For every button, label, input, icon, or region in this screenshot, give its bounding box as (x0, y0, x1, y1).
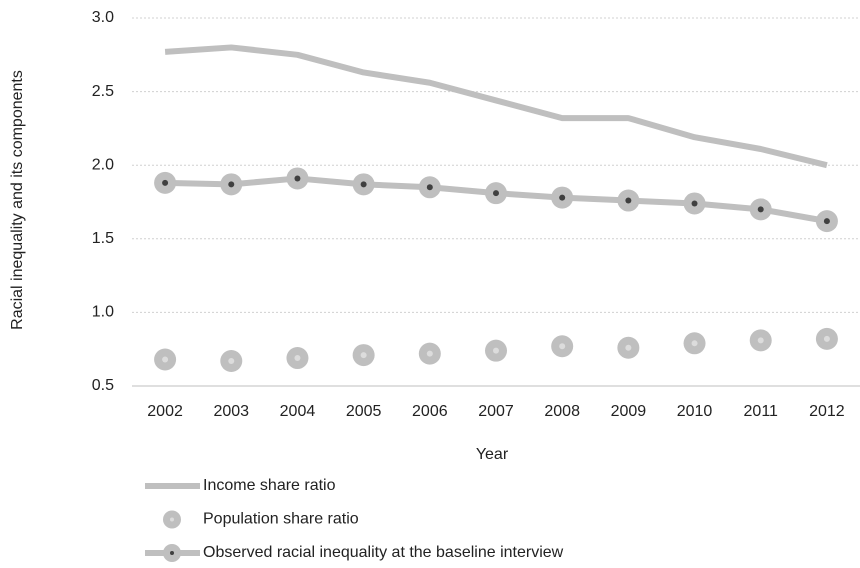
marker-center (294, 355, 301, 362)
marker-center (162, 179, 169, 186)
marker-center (625, 344, 632, 351)
legend-label: Population share ratio (203, 511, 359, 528)
x-tick-label: 2003 (213, 403, 249, 420)
marker-center (823, 218, 830, 225)
x-tick-label: 2005 (346, 403, 382, 420)
y-tick-label: 3.0 (92, 9, 114, 26)
legend-marker-center (170, 551, 174, 555)
y-tick-label: 1.5 (92, 230, 114, 247)
marker-center (691, 340, 698, 347)
series-line (164, 44, 828, 169)
y-tick-label: 2.5 (92, 83, 114, 100)
x-tick-label: 2008 (544, 403, 580, 420)
x-tick-label: 2009 (611, 403, 647, 420)
x-tick-label: 2007 (478, 403, 514, 420)
marker-center (162, 356, 169, 363)
x-tick-label: 2012 (809, 403, 845, 420)
marker-center (426, 184, 433, 191)
marker-center (228, 181, 235, 188)
marker-center (493, 190, 499, 197)
y-tick-label: 2.0 (92, 156, 114, 173)
marker-center (757, 337, 764, 344)
marker-center (360, 352, 367, 359)
marker-center (426, 350, 433, 357)
legend-label: Observed racial inequality at the baseli… (203, 544, 564, 561)
legend-label: Income share ratio (203, 477, 336, 494)
marker-center (493, 347, 499, 354)
marker-center (294, 175, 301, 182)
x-tick-label: 2011 (744, 403, 779, 420)
x-tick-label: 2006 (412, 403, 448, 420)
marker-center (757, 206, 764, 213)
marker-center (625, 197, 632, 204)
x-tick-label: 2010 (677, 403, 713, 420)
legend-marker-center (170, 517, 174, 522)
marker-center (691, 200, 698, 207)
x-axis-title: Year (476, 446, 509, 463)
marker-center (559, 343, 566, 350)
marker-center (360, 181, 367, 188)
marker-center (823, 335, 830, 342)
y-tick-label: 1.0 (92, 304, 114, 321)
x-tick-label: 2004 (280, 403, 316, 420)
x-tick-label: 2002 (147, 403, 183, 420)
marker-center (559, 194, 566, 201)
y-axis-title: Racial inequality and its components (9, 70, 26, 330)
y-tick-label: 0.5 (92, 377, 114, 394)
marker-center (228, 357, 235, 364)
